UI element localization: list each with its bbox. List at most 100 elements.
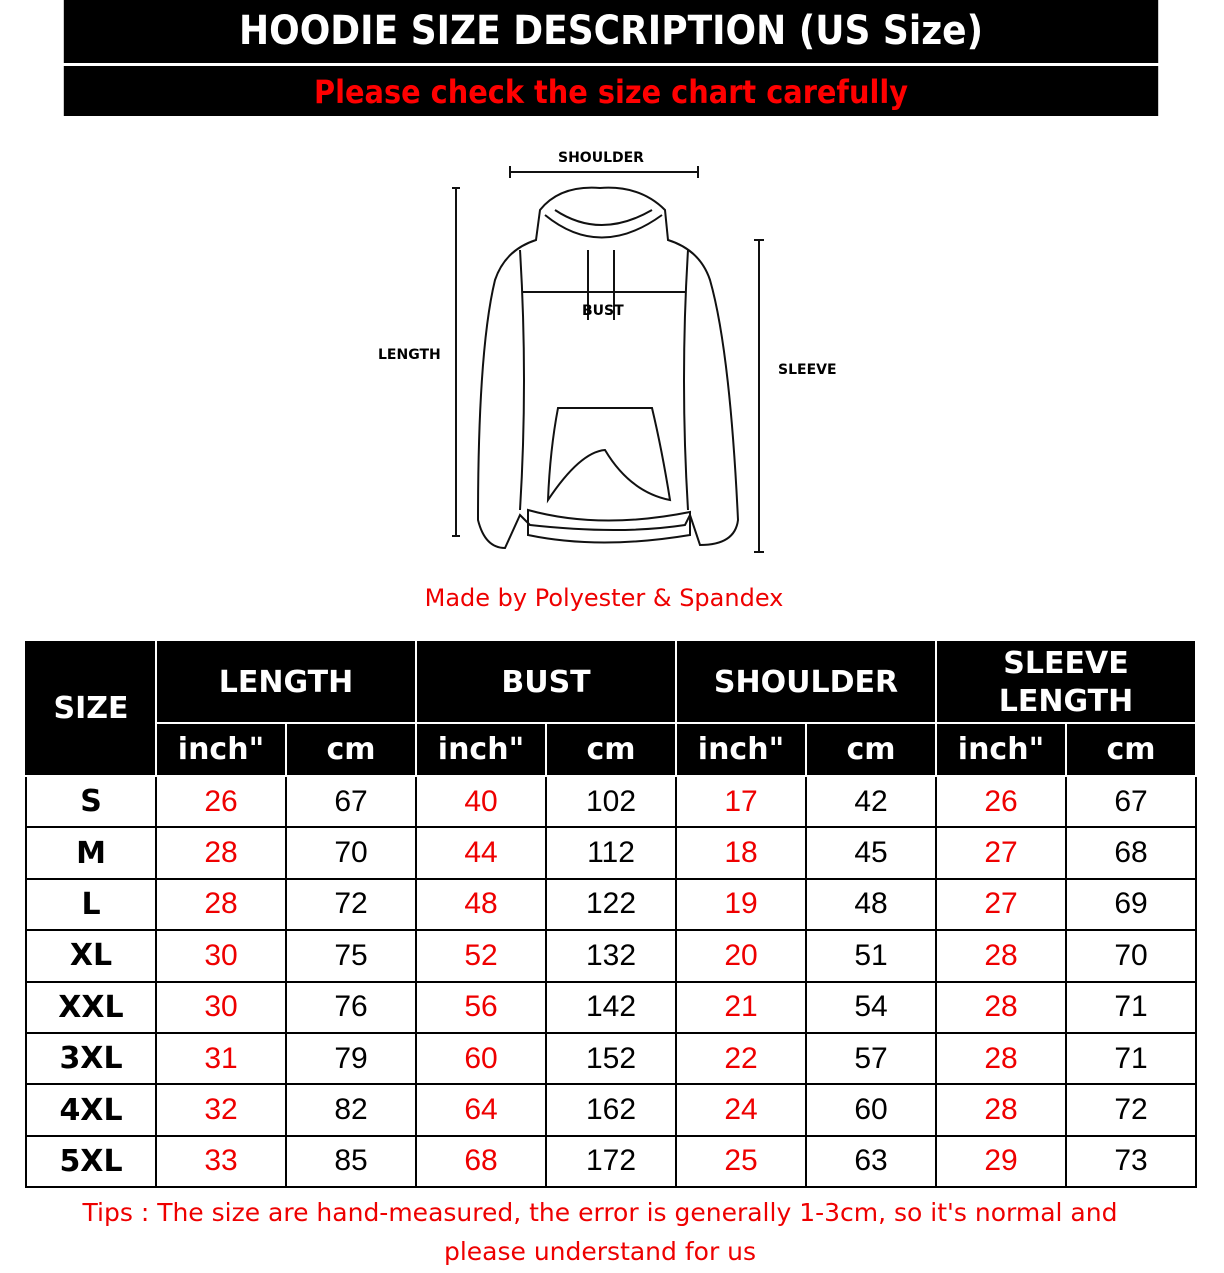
cm-cell: 67 bbox=[1065, 774, 1197, 829]
cm-cell: 51 bbox=[805, 929, 937, 983]
inch-cell: 28 bbox=[935, 929, 1067, 983]
sleeve-label: SLEEVE bbox=[778, 362, 837, 378]
cm-cell: 54 bbox=[805, 980, 937, 1034]
size-cell: 5XL bbox=[25, 1134, 157, 1189]
cm-cell: 68 bbox=[1065, 826, 1197, 880]
inch-cell: 22 bbox=[675, 1031, 807, 1086]
unit-header: cm bbox=[805, 722, 937, 777]
group-header: SHOULDER bbox=[675, 641, 937, 724]
hoodie-outline bbox=[476, 186, 740, 550]
inch-cell: 27 bbox=[935, 826, 1067, 880]
table-row: M 28 70 44 112 18 45 27 68 bbox=[25, 826, 1197, 880]
table-row: 3XL 31 79 60 152 22 57 28 71 bbox=[25, 1031, 1197, 1086]
size-cell: XXL bbox=[25, 980, 157, 1034]
pocket bbox=[546, 407, 672, 504]
cm-cell: 85 bbox=[285, 1134, 417, 1189]
inch-cell: 30 bbox=[155, 980, 287, 1034]
tips-note: Tips : The size are hand-measured, the e… bbox=[82, 1198, 1118, 1266]
unit-header: inch" bbox=[155, 722, 287, 777]
inch-cell: 18 bbox=[675, 826, 807, 880]
unit-header: cm bbox=[545, 722, 677, 777]
cm-cell: 71 bbox=[1065, 1031, 1197, 1086]
table-row: 4XL 32 82 64 162 24 60 28 72 bbox=[25, 1083, 1197, 1137]
bust-label: BUST bbox=[582, 303, 624, 319]
group-header: SLEEVE LENGTH bbox=[935, 641, 1197, 724]
inch-cell: 25 bbox=[675, 1134, 807, 1189]
cm-cell: 60 bbox=[805, 1083, 937, 1137]
inch-cell: 28 bbox=[155, 826, 287, 880]
inch-cell: 32 bbox=[155, 1083, 287, 1137]
cm-cell: 63 bbox=[805, 1134, 937, 1189]
size-cell: S bbox=[25, 774, 157, 829]
inch-cell: 48 bbox=[415, 877, 547, 932]
cm-cell: 142 bbox=[545, 980, 677, 1034]
inch-cell: 26 bbox=[155, 774, 287, 829]
cm-cell: 42 bbox=[805, 774, 937, 829]
fabric-note: Made by Polyester & Spandex bbox=[424, 584, 784, 612]
table-row: XXL 30 76 56 142 21 54 28 71 bbox=[25, 980, 1197, 1034]
cm-cell: 45 bbox=[805, 826, 937, 880]
cm-cell: 152 bbox=[545, 1031, 677, 1086]
inch-cell: 31 bbox=[155, 1031, 287, 1086]
inch-cell: 28 bbox=[935, 1083, 1067, 1137]
cm-cell: 122 bbox=[545, 877, 677, 932]
page-title: HOODIE SIZE DESCRIPTION (US Size) bbox=[63, 0, 1159, 63]
cm-cell: 70 bbox=[285, 826, 417, 880]
length-label: LENGTH bbox=[378, 347, 441, 363]
size-cell: XL bbox=[25, 929, 157, 983]
length-measure-line bbox=[452, 187, 460, 537]
cm-cell: 162 bbox=[545, 1083, 677, 1137]
cm-cell: 132 bbox=[545, 929, 677, 983]
size-cell: M bbox=[25, 826, 157, 880]
cm-cell: 75 bbox=[285, 929, 417, 983]
size-cell: 4XL bbox=[25, 1083, 157, 1137]
cm-cell: 112 bbox=[545, 826, 677, 880]
hoodie-diagram bbox=[452, 166, 764, 553]
unit-header: inch" bbox=[675, 722, 807, 777]
cm-cell: 172 bbox=[545, 1134, 677, 1189]
inch-cell: 68 bbox=[415, 1134, 547, 1189]
size-header: SIZE bbox=[25, 641, 157, 777]
inch-cell: 28 bbox=[155, 877, 287, 932]
shoulder-measure-line bbox=[509, 166, 699, 178]
size-cell: 3XL bbox=[25, 1031, 157, 1086]
cm-cell: 73 bbox=[1065, 1134, 1197, 1189]
unit-header: cm bbox=[285, 722, 417, 777]
inch-cell: 26 bbox=[935, 774, 1067, 829]
cm-cell: 102 bbox=[545, 774, 677, 829]
cm-cell: 72 bbox=[1065, 1083, 1197, 1137]
size-table: SIZE LENGTH BUST SHOULDER SLEEVE LENGTH … bbox=[25, 641, 1197, 1189]
table-row: 5XL 33 85 68 172 25 63 29 73 bbox=[25, 1134, 1197, 1189]
inch-cell: 44 bbox=[415, 826, 547, 880]
cm-cell: 67 bbox=[285, 774, 417, 829]
shoulder-label: SHOULDER bbox=[558, 150, 644, 166]
cm-cell: 79 bbox=[285, 1031, 417, 1086]
unit-header: inch" bbox=[415, 722, 547, 777]
unit-header: cm bbox=[1065, 722, 1197, 777]
sleeve-measure-line bbox=[754, 239, 764, 553]
inch-cell: 28 bbox=[935, 1031, 1067, 1086]
group-header: BUST bbox=[415, 641, 677, 724]
table-row: L 28 72 48 122 19 48 27 69 bbox=[25, 877, 1197, 932]
page-subtitle: Please check the size chart carefully bbox=[63, 66, 1159, 116]
inch-cell: 60 bbox=[415, 1031, 547, 1086]
cm-cell: 57 bbox=[805, 1031, 937, 1086]
inch-cell: 52 bbox=[415, 929, 547, 983]
inch-cell: 19 bbox=[675, 877, 807, 932]
inch-cell: 64 bbox=[415, 1083, 547, 1137]
cm-cell: 72 bbox=[285, 877, 417, 932]
cm-cell: 70 bbox=[1065, 929, 1197, 983]
size-cell: L bbox=[25, 877, 157, 932]
inch-cell: 17 bbox=[675, 774, 807, 829]
unit-header: inch" bbox=[935, 722, 1067, 777]
inch-cell: 28 bbox=[935, 980, 1067, 1034]
table-row: XL 30 75 52 132 20 51 28 70 bbox=[25, 929, 1197, 983]
inch-cell: 33 bbox=[155, 1134, 287, 1189]
group-header: LENGTH bbox=[155, 641, 417, 724]
inch-cell: 20 bbox=[675, 929, 807, 983]
cm-cell: 71 bbox=[1065, 980, 1197, 1034]
inch-cell: 29 bbox=[935, 1134, 1067, 1189]
inch-cell: 21 bbox=[675, 980, 807, 1034]
inch-cell: 24 bbox=[675, 1083, 807, 1137]
cm-cell: 69 bbox=[1065, 877, 1197, 932]
